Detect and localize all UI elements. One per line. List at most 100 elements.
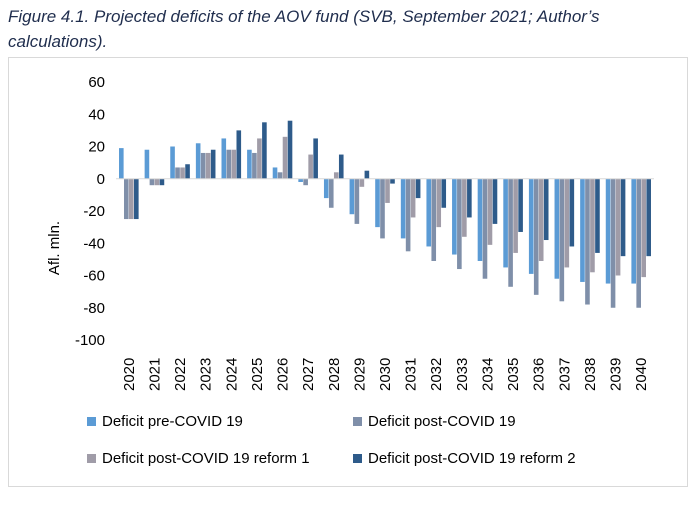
x-tick-label: 2027	[300, 358, 317, 391]
bar-reform-2	[134, 178, 139, 220]
x-tick-label: 2020	[121, 358, 138, 391]
bar-reform-1	[205, 152, 211, 179]
legend-label-pre-covid: Deficit pre-COVID 19	[102, 413, 243, 430]
bar-reform-1	[590, 178, 595, 273]
bar-post-covid	[277, 172, 283, 179]
x-tick-label: 2024	[223, 358, 240, 391]
bar-reform-2	[313, 138, 318, 179]
bar-post-covid	[559, 178, 565, 302]
x-tick-label: 2021	[146, 358, 163, 391]
bar-reform-1	[615, 178, 621, 276]
x-tick-label: 2022	[172, 358, 189, 391]
bar-reform-2	[543, 178, 549, 241]
bar-reform-2	[467, 178, 472, 218]
bar-post-covid	[124, 178, 129, 220]
legend-item-reform-2: Deficit post-COVID 19 reform 2	[353, 450, 576, 467]
bar-reform-2	[569, 178, 575, 247]
bar-reform-2	[492, 178, 498, 224]
x-tick-label: 2037	[556, 358, 573, 391]
y-tick-label: -100	[75, 332, 105, 349]
bar-reform-2	[262, 122, 267, 179]
bar-pre-covid	[195, 143, 201, 179]
bar-pre-covid	[170, 146, 175, 179]
x-tick-label: 2036	[531, 358, 548, 391]
legend-swatch-pre-covid	[87, 417, 96, 426]
bar-reform-2	[441, 178, 447, 208]
bar-reform-1	[231, 149, 237, 179]
bar-reform-2	[364, 170, 370, 179]
x-axis: 2020 2021 2022 2023 2024 2025 2026 2027 2028 2029…	[121, 358, 650, 391]
bar-pre-covid	[554, 178, 560, 279]
bar-reform-2	[236, 130, 242, 179]
bar-reform-2	[159, 178, 165, 186]
bar-reform-1	[308, 154, 313, 179]
bar-reform-1	[180, 167, 185, 179]
bar-pre-covid	[298, 178, 303, 182]
bar-reform-1	[154, 178, 160, 186]
x-tick-label: 2035	[505, 358, 522, 391]
bar-reform-1	[538, 178, 544, 261]
legend-swatch-reform-1	[87, 454, 96, 463]
bar-post-covid	[508, 178, 513, 287]
bar-reform-1	[487, 178, 493, 245]
bar-post-covid	[175, 167, 180, 179]
bar-reform-2	[185, 164, 190, 179]
x-tick-label: 2023	[198, 358, 215, 391]
y-tick-label: -20	[83, 203, 105, 220]
bar-post-covid	[482, 178, 488, 279]
bar-pre-covid	[221, 138, 227, 179]
x-tick-label: 2039	[608, 358, 625, 391]
bar-post-covid	[457, 178, 462, 270]
bar-pre-covid	[247, 149, 252, 179]
bar-reform-2	[595, 178, 600, 253]
x-tick-label: 2038	[582, 358, 599, 391]
bar-reform-2	[415, 178, 421, 199]
figure-caption: Figure 4.1. Projected deficits of the AO…	[8, 7, 600, 51]
legend-label-reform-1: Deficit post-COVID 19 reform 1	[102, 450, 310, 467]
y-axis: 60 40 20 0 -20 -40 -60 -80 -100	[75, 74, 105, 349]
bar-reform-2	[620, 178, 626, 257]
y-tick-label: 20	[88, 139, 105, 156]
x-tick-label: 2031	[403, 358, 420, 391]
legend-swatch-post-covid	[353, 417, 362, 426]
bar-pre-covid	[605, 178, 611, 284]
bar-pre-covid	[272, 167, 278, 179]
y-axis-label: Afl. mln.	[46, 221, 63, 275]
bar-post-covid	[405, 178, 411, 252]
legend-label-reform-2: Deficit post-COVID 19 reform 2	[368, 450, 576, 467]
bar-reform-2	[518, 178, 523, 232]
y-tick-label: 40	[88, 106, 105, 123]
bar-post-covid	[200, 152, 206, 179]
legend-label-post-covid: Deficit post-COVID 19	[368, 413, 516, 430]
bar-post-covid	[354, 178, 360, 224]
bar-pre-covid	[528, 178, 534, 274]
bar-pre-covid	[503, 178, 508, 268]
legend-item-post-covid: Deficit post-COVID 19	[353, 413, 516, 430]
x-tick-label: 2032	[428, 358, 445, 391]
x-tick-label: 2034	[479, 358, 496, 391]
bar-post-covid	[149, 178, 155, 186]
bar-pre-covid	[375, 178, 380, 228]
bar-pre-covid	[477, 178, 483, 261]
bar-pre-covid	[323, 178, 329, 199]
legend-item-reform-1: Deficit post-COVID 19 reform 1	[87, 450, 310, 467]
x-tick-label: 2040	[633, 358, 650, 391]
bar-post-covid	[431, 178, 437, 261]
bar-reform-1	[462, 178, 467, 237]
bar-post-covid	[380, 178, 385, 239]
x-tick-label: 2026	[275, 358, 292, 391]
bar-post-covid	[303, 178, 308, 186]
bar-reform-1	[257, 138, 262, 179]
x-tick-label: 2029	[351, 358, 368, 391]
bar-reform-1	[282, 136, 288, 179]
bar-post-covid	[636, 178, 641, 308]
bar-reform-2	[646, 178, 651, 257]
x-tick-label: 2028	[326, 358, 343, 391]
x-tick-label: 2025	[249, 358, 266, 391]
x-tick-label: 2033	[454, 358, 471, 391]
bar-series-group	[119, 120, 651, 308]
bar-reform-1	[359, 178, 365, 187]
bar-post-covid	[610, 178, 616, 308]
bar-reform-1	[385, 178, 390, 203]
bar-chart: 60 40 20 0 -20 -40 -60 -80 -100 2020 2021 2022 2023…	[46, 74, 654, 391]
